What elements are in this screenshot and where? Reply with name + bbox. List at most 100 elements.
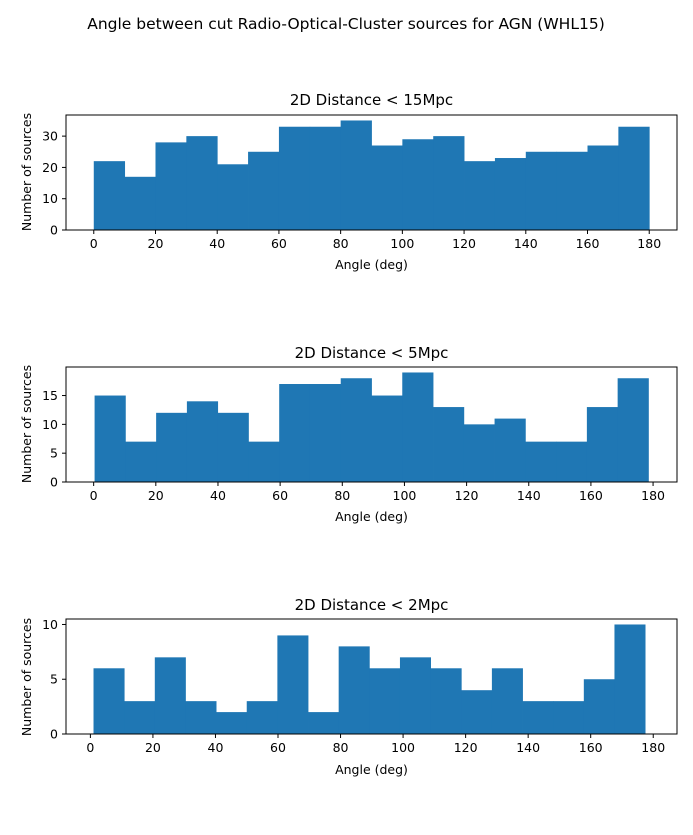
histogram-bar: [463, 424, 495, 482]
x-tick-label: 180: [637, 236, 661, 251]
histogram-bar: [338, 646, 370, 734]
histogram-bar: [371, 145, 403, 230]
x-tick-label: 60: [272, 488, 288, 503]
x-tick-label: 80: [333, 236, 349, 251]
histogram-bar: [494, 158, 527, 230]
x-tick-label: 80: [334, 488, 350, 503]
histogram-bar: [556, 441, 588, 482]
histogram-bar: [618, 126, 650, 230]
histogram-bar: [308, 712, 340, 734]
histogram-bar: [93, 161, 126, 230]
histogram-bar: [583, 679, 615, 734]
x-tick-label: 0: [90, 236, 98, 251]
y-tick-label: 10: [42, 417, 58, 432]
histogram-bar: [186, 136, 218, 230]
y-tick-label: 10: [42, 617, 58, 632]
x-tick-label: 160: [579, 740, 603, 755]
x-tick-label: 180: [641, 488, 665, 503]
histogram-bar: [522, 701, 554, 734]
x-tick-label: 40: [208, 740, 224, 755]
y-tick-label: 10: [42, 191, 58, 206]
x-tick-label: 120: [454, 740, 478, 755]
x-tick-label: 20: [148, 488, 164, 503]
histogram-bar: [399, 657, 431, 734]
histogram-bar: [402, 372, 434, 482]
x-axis-label: Angle (deg): [335, 762, 408, 777]
x-tick-label: 60: [271, 236, 287, 251]
histogram-bar: [340, 378, 372, 482]
x-tick-label: 60: [270, 740, 286, 755]
histogram-bar: [433, 407, 465, 482]
histogram-bar: [491, 668, 523, 734]
axes-frame: [65, 618, 678, 735]
histogram-panel-15mpc: 2D Distance < 15Mpc Angle (deg) Number o…: [19, 91, 678, 272]
x-tick-label: 20: [145, 740, 161, 755]
histogram-bar: [525, 441, 557, 482]
histogram-bar: [125, 441, 157, 482]
histogram-bar: [277, 635, 309, 734]
histogram-bar: [556, 151, 588, 230]
histogram-bar: [248, 441, 280, 482]
histogram-bar: [154, 657, 186, 734]
ticks-group: 0 20 40 60 80 100 120 140 160 180 0 10 20 30: [42, 129, 661, 251]
histogram-bar: [371, 395, 403, 482]
panel-title: 2D Distance < 2Mpc: [295, 596, 449, 614]
y-tick-label: 30: [42, 129, 58, 144]
bars-group: [93, 624, 646, 734]
histogram-bar: [494, 418, 526, 482]
x-tick-label: 80: [333, 740, 349, 755]
figure-suptitle: Angle between cut Radio-Optical-Cluster …: [87, 15, 605, 33]
ticks-group: 0 20 40 60 80 100 120 140 160 180 0 5 10: [42, 617, 665, 755]
y-tick-label: 20: [42, 160, 58, 175]
bars-group: [93, 120, 650, 230]
y-tick-label: 5: [50, 672, 58, 687]
histogram-bar: [309, 126, 342, 230]
x-tick-label: 120: [455, 488, 479, 503]
x-axis-label: Angle (deg): [335, 257, 408, 272]
y-axis-label: Number of sources: [19, 618, 34, 736]
ticks-group: 0 20 40 60 80 100 120 140 160 180 0 5 10 15: [42, 388, 665, 503]
y-tick-label: 0: [50, 475, 58, 490]
histogram-bar: [553, 701, 585, 734]
x-axis-label: Angle (deg): [335, 509, 408, 524]
histogram-panel-2mpc: 2D Distance < 2Mpc Angle (deg) Number of…: [19, 596, 678, 777]
x-tick-label: 0: [90, 488, 98, 503]
x-tick-label: 120: [452, 236, 476, 251]
histogram-bar: [94, 395, 126, 482]
x-tick-label: 160: [576, 236, 600, 251]
histogram-bar: [186, 401, 219, 482]
histogram-bar: [217, 164, 249, 230]
histogram-panel-5mpc: 2D Distance < 5Mpc Angle (deg) Number of…: [19, 344, 678, 524]
histogram-bar: [369, 668, 401, 734]
histogram-bar: [340, 120, 372, 230]
histogram-bar: [248, 151, 280, 230]
x-tick-label: 160: [579, 488, 603, 503]
histogram-bar: [217, 412, 249, 482]
x-tick-label: 100: [390, 236, 414, 251]
histogram-bar: [124, 701, 156, 734]
x-tick-label: 100: [391, 740, 415, 755]
histogram-bar: [156, 412, 188, 482]
axes-frame: [65, 114, 678, 231]
histogram-bar: [279, 384, 311, 482]
x-tick-label: 140: [516, 740, 540, 755]
histogram-bar: [430, 668, 462, 734]
histogram-bar: [587, 145, 619, 230]
histogram-bar: [617, 378, 649, 482]
histogram-bar: [278, 126, 311, 230]
x-tick-label: 100: [393, 488, 417, 503]
histogram-bar: [155, 142, 187, 230]
histogram-bar: [246, 701, 278, 734]
histogram-bar: [461, 690, 493, 734]
histogram-bar: [185, 701, 217, 734]
y-tick-label: 5: [50, 446, 58, 461]
y-axis-label: Number of sources: [19, 113, 34, 231]
x-tick-label: 40: [210, 488, 226, 503]
histogram-bar: [402, 139, 434, 230]
y-tick-label: 0: [50, 727, 58, 742]
histogram-bar: [309, 384, 342, 482]
histogram-bar: [216, 712, 248, 734]
x-tick-label: 140: [514, 236, 538, 251]
histogram-bar: [464, 161, 496, 230]
